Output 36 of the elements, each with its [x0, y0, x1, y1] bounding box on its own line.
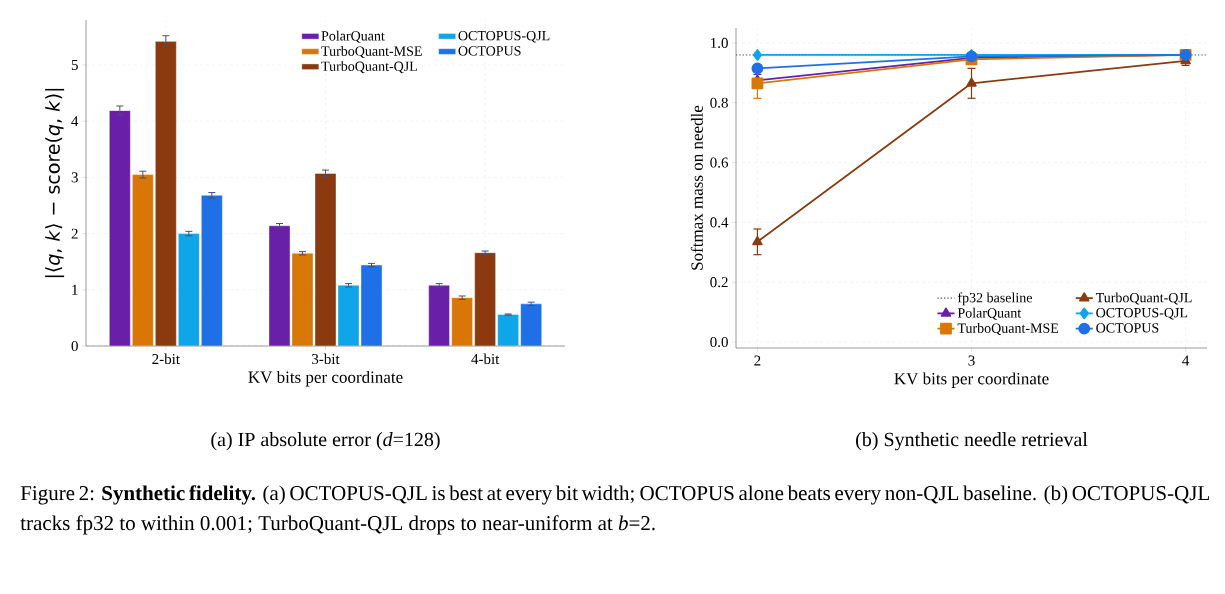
text: |⟨q, k⟩ − score(q, k)|	[45, 88, 65, 278]
y-tick-label: 3	[71, 172, 78, 183]
y-tick-label: 0.4	[710, 217, 729, 228]
x-tick-label: 2	[754, 355, 761, 366]
y-tick-label: 1.0	[711, 37, 728, 49]
x-axis-title: KV bits per coordinate	[894, 372, 1049, 388]
y-tick-label: 0.8	[710, 97, 728, 108]
x-tick-label: 4-bit	[471, 353, 500, 365]
y-tick-label: 4	[71, 116, 79, 127]
caption: Figure 2: Synthetic fidelity. (a) OCTOPUS-QJL is best at every bit width; OCTOPUS alone beats every non-QJL baseline. (b) OCTOPUS-QJL tracks fp32 to within 0.001; TurboQuant-QJL drops to near-uniform at b=2.	[20, 485, 1209, 535]
legend-label: PolarQuant	[957, 307, 1022, 320]
x-tick-label: 3-bit	[312, 353, 340, 365]
x-axis-title: KV bits per coordinate	[248, 370, 403, 387]
legend-label: TurboQuant-MSE	[321, 45, 422, 58]
text: (b) Synthetic needle retrieval	[856, 432, 1088, 451]
legend-label: PolarQuant	[321, 30, 385, 43]
legend-label: OCTOPUS-QJL	[1096, 308, 1188, 320]
x-tick-label: 3	[968, 355, 975, 366]
y-tick-label: 5	[71, 59, 78, 70]
y-axis-title: Softmax mass on needle	[690, 105, 703, 270]
x-tick-label: 4	[1182, 355, 1190, 366]
y-tick-label: 0.2	[710, 277, 728, 288]
y-tick-label: 0	[71, 340, 78, 352]
text: (a) IP absolute error (d=128)	[211, 432, 440, 451]
legend-label: OCTOPUS	[1096, 323, 1159, 333]
y-tick-label: 0.6	[710, 157, 729, 168]
y-tick-label: 2	[71, 228, 78, 239]
legend-label: fp32 baseline	[957, 292, 1032, 306]
legend-label: TurboQuant-QJL	[1095, 292, 1192, 305]
y-tick-label: 0.0	[710, 336, 728, 348]
y-tick-label: 1	[72, 284, 78, 295]
legend-label: OCTOPUS	[458, 46, 521, 56]
legend-label: OCTOPUS-QJL	[458, 30, 550, 43]
x-tick-label: 2-bit	[152, 353, 180, 365]
legend-label: TurboQuant-QJL	[321, 61, 417, 74]
legend-label: TurboQuant-MSE	[957, 322, 1059, 335]
